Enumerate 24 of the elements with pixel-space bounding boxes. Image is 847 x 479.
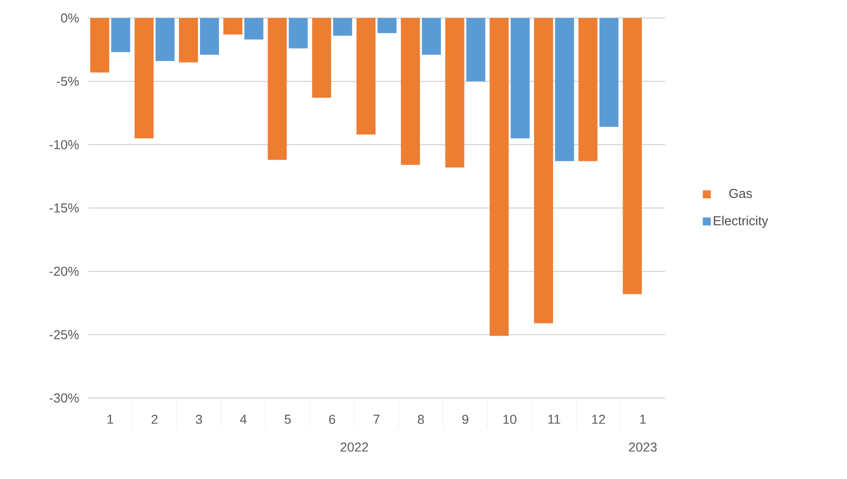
x-tick-label: 8	[418, 414, 424, 424]
y-tick-label: 0%	[61, 13, 79, 23]
y-tick-label: -10%	[50, 140, 79, 150]
x-tick-label: 7	[374, 414, 380, 424]
legend-label: Gas	[729, 188, 752, 198]
x-tick-label: 11	[548, 414, 560, 424]
x-tick-label: 1	[108, 414, 114, 424]
x-tick-label: 9	[462, 414, 468, 424]
x-tick-label: 5	[284, 414, 291, 424]
x-tick-label: 10	[503, 414, 516, 424]
y-tick-label: -30%	[50, 393, 79, 403]
x-tick-label: 3	[196, 414, 202, 424]
x-tick-label: 2	[152, 414, 158, 424]
text: 2023	[629, 442, 657, 452]
legend-label: Electricity	[714, 216, 768, 228]
x-tick-label: 1	[640, 414, 646, 424]
x-tick-label: 6	[329, 414, 336, 424]
y-tick-label: -5%	[56, 76, 79, 86]
y-tick-label: -20%	[50, 266, 79, 276]
x-tick-label: 4	[240, 414, 247, 424]
y-tick-label: -25%	[50, 330, 79, 340]
text: 2022	[340, 442, 368, 452]
y-tick-label: -15%	[50, 203, 79, 213]
x-tick-label: 12	[592, 414, 605, 424]
